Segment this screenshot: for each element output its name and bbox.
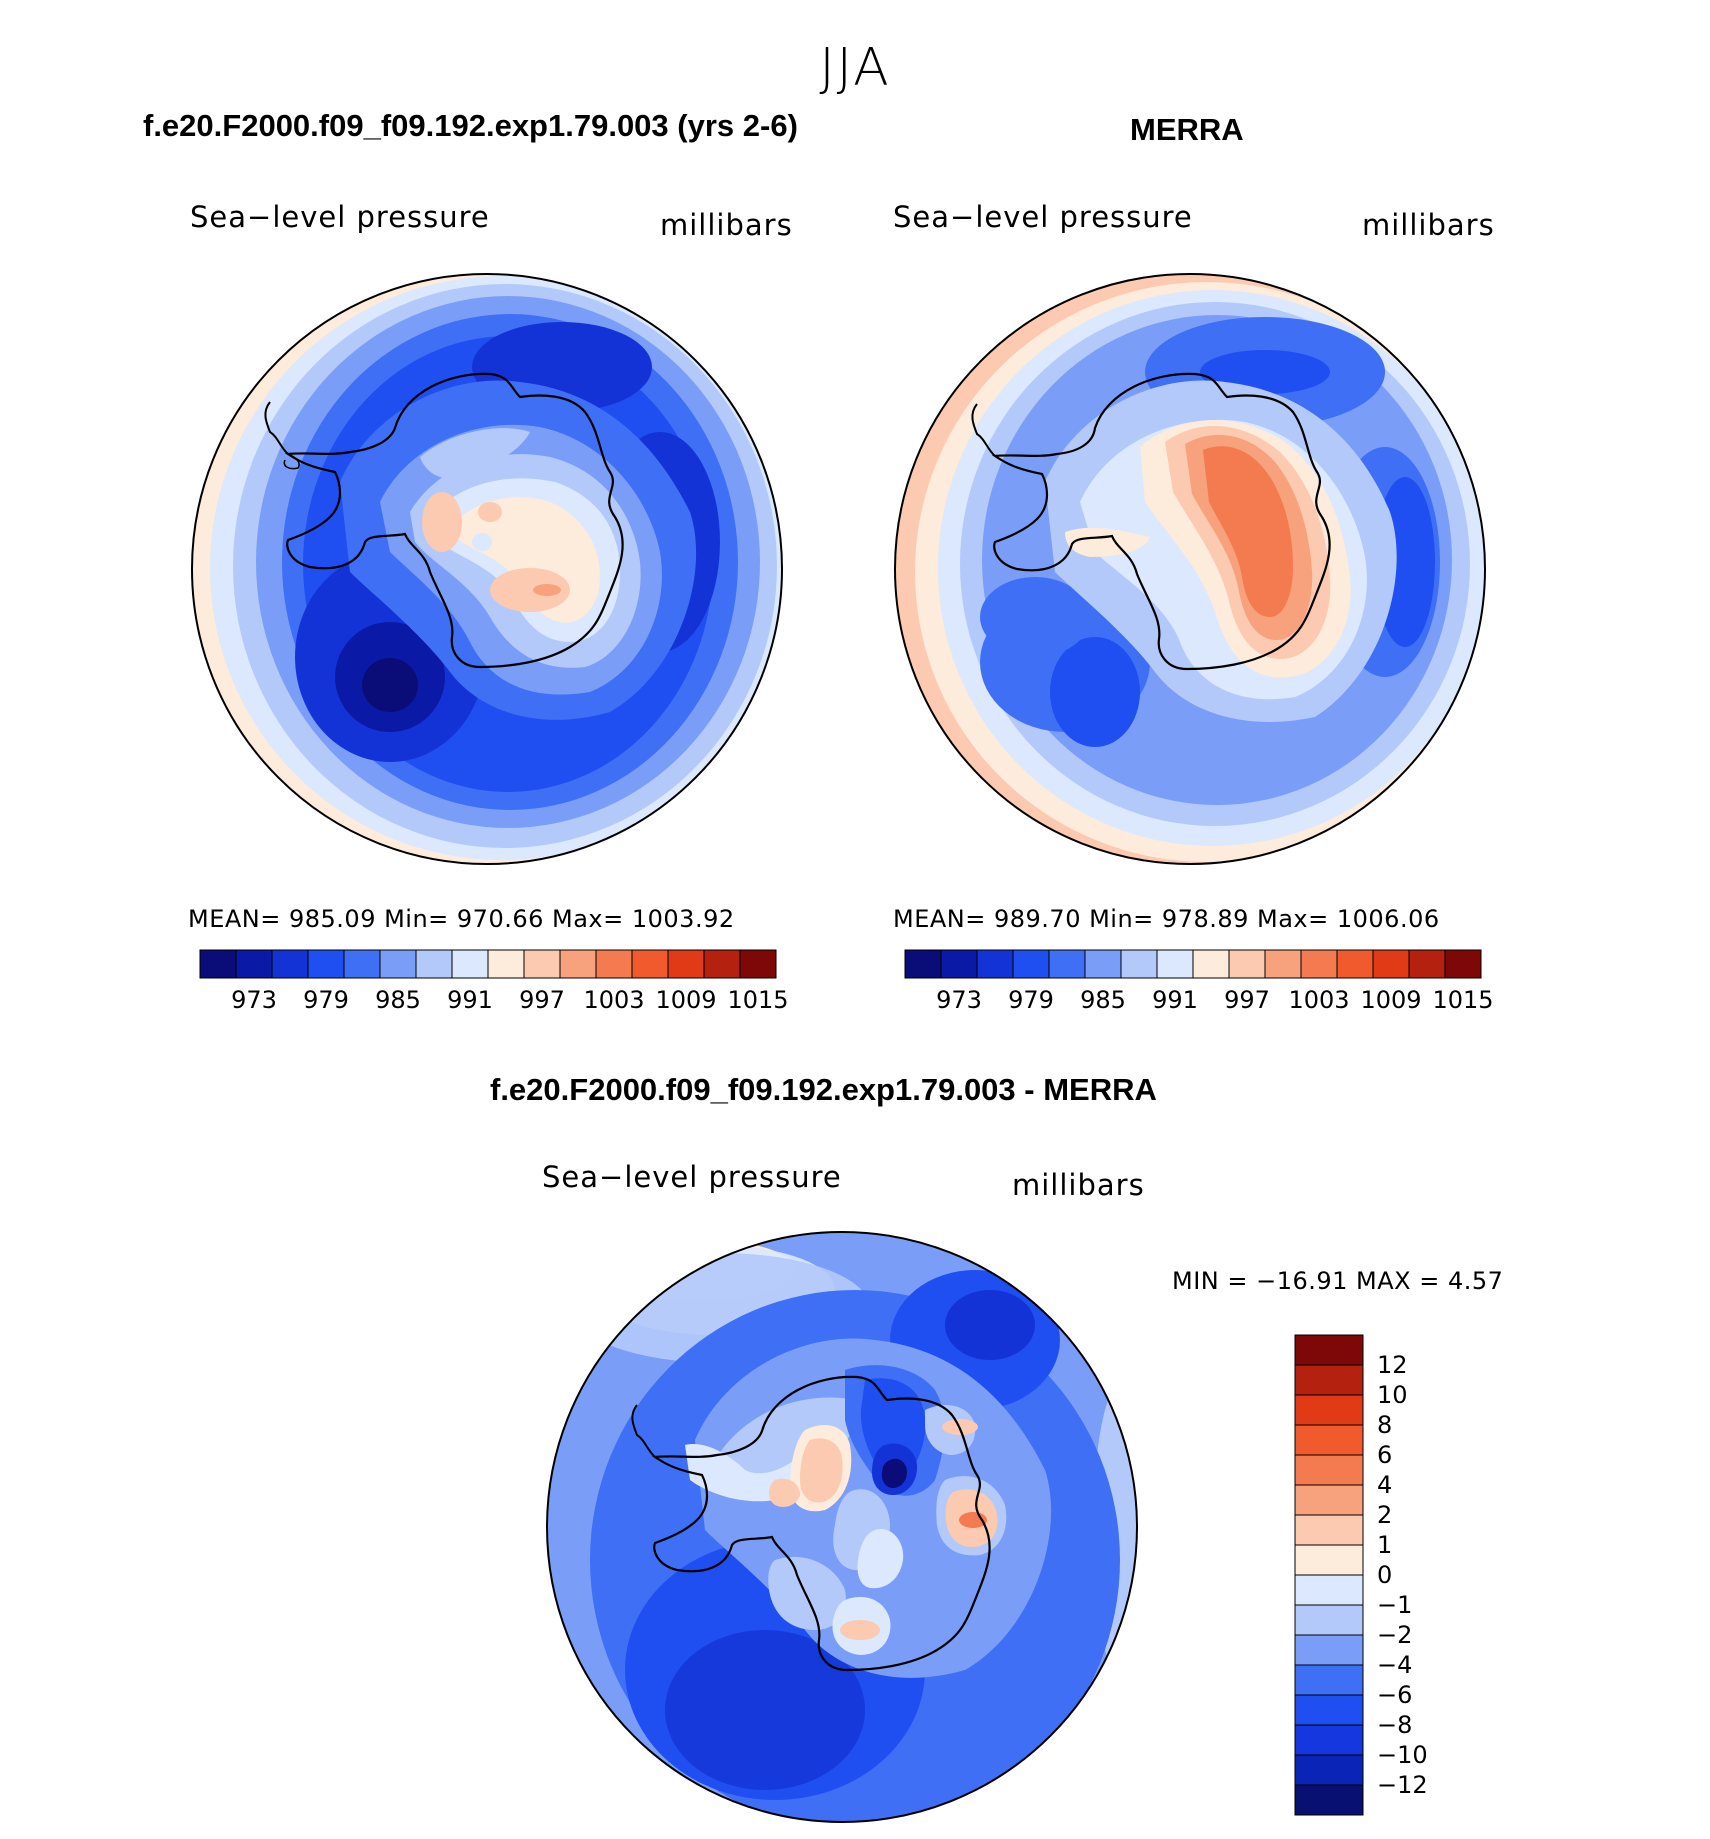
colorbar-swatch [739, 949, 777, 979]
colorbar-swatch [1294, 1334, 1364, 1366]
colorbar-swatch [1120, 949, 1158, 979]
colorbar-swatch [415, 949, 453, 979]
merra-units-label: millibars [1362, 208, 1495, 242]
colorbar-tick-label: 991 [1152, 986, 1198, 1014]
colorbar-swatch [343, 949, 381, 979]
colorbar-tick-label: 997 [1224, 986, 1270, 1014]
model-panel-header: f.e20.F2000.f09_f09.192.exp1.79.003 (yrs… [143, 108, 798, 143]
colorbar-tick-label: 1003 [1288, 986, 1350, 1014]
colorbar-swatch [451, 949, 489, 979]
colorbar-swatch [523, 949, 561, 979]
colorbar-tick-label: 973 [936, 986, 982, 1014]
colorbar-swatch [1300, 949, 1338, 979]
colorbar-swatch [307, 949, 345, 979]
colorbar-swatch [1294, 1544, 1364, 1576]
colorbar-swatch [1294, 1514, 1364, 1546]
colorbar-tick-label: −8 [1377, 1711, 1413, 1739]
colorbar-swatch [703, 949, 741, 979]
colorbar-swatch [1294, 1634, 1364, 1666]
colorbar-tick-label: 6 [1377, 1441, 1393, 1469]
colorbar-tick-label: 8 [1377, 1411, 1393, 1439]
colorbar-swatch [1294, 1574, 1364, 1606]
colorbar-tick-label: 991 [447, 986, 493, 1014]
colorbar-tick-label: 1015 [1432, 986, 1494, 1014]
colorbar-tick-label: 4 [1377, 1471, 1393, 1499]
colorbar-tick-label: 979 [303, 986, 349, 1014]
colorbar-swatch [1408, 949, 1446, 979]
colorbar-swatch [1264, 949, 1302, 979]
difference-variable-label: Sea−level pressure [542, 1160, 842, 1194]
colorbar-swatch [904, 949, 942, 979]
colorbar-swatch [1012, 949, 1050, 979]
colorbar-tick-label: 2 [1377, 1501, 1393, 1529]
colorbar-tick-label: −4 [1377, 1651, 1413, 1679]
model-stats: MEAN= 985.09 Min= 970.66 Max= 1003.92 [188, 905, 735, 933]
colorbar-tick-label: 10 [1377, 1381, 1408, 1409]
difference-colorbar [1294, 1334, 1364, 1816]
colorbar-swatch [1294, 1754, 1364, 1786]
colorbar-tick-label: −10 [1377, 1741, 1428, 1769]
colorbar-tick-label: −1 [1377, 1591, 1413, 1619]
model-variable-label: Sea−level pressure [190, 200, 490, 234]
merra-colorbar [904, 949, 1482, 979]
colorbar-swatch [1444, 949, 1482, 979]
colorbar-swatch [1294, 1484, 1364, 1516]
colorbar-tick-label: −12 [1377, 1771, 1428, 1799]
colorbar-swatch [667, 949, 705, 979]
colorbar-tick-label: 1009 [655, 986, 717, 1014]
colorbar-swatch [235, 949, 273, 979]
colorbar-swatch [1294, 1604, 1364, 1636]
colorbar-swatch [1294, 1424, 1364, 1456]
colorbar-swatch [1372, 949, 1410, 979]
colorbar-swatch [1156, 949, 1194, 979]
colorbar-swatch [1294, 1664, 1364, 1696]
difference-panel-header: f.e20.F2000.f09_f09.192.exp1.79.003 - ME… [490, 1072, 1157, 1107]
colorbar-swatch [1294, 1784, 1364, 1816]
colorbar-swatch [271, 949, 309, 979]
colorbar-tick-label: −2 [1377, 1621, 1413, 1649]
model-polar-map [191, 273, 783, 865]
model-colorbar [199, 949, 777, 979]
model-units-label: millibars [660, 208, 793, 242]
colorbar-swatch [559, 949, 597, 979]
colorbar-tick-label: 997 [519, 986, 565, 1014]
colorbar-tick-label: 985 [375, 986, 421, 1014]
colorbar-swatch [1192, 949, 1230, 979]
colorbar-swatch [199, 949, 237, 979]
colorbar-swatch [1294, 1724, 1364, 1756]
colorbar-tick-label: 0 [1377, 1561, 1393, 1589]
season-title: JJA [819, 38, 891, 98]
colorbar-swatch [1336, 949, 1374, 979]
colorbar-swatch [1294, 1454, 1364, 1486]
colorbar-tick-label: 1003 [583, 986, 645, 1014]
colorbar-swatch [1294, 1694, 1364, 1726]
colorbar-swatch [976, 949, 1014, 979]
colorbar-swatch [1228, 949, 1266, 979]
colorbar-swatch [1294, 1364, 1364, 1396]
colorbar-swatch [1048, 949, 1086, 979]
merra-panel-header: MERRA [1130, 112, 1244, 147]
colorbar-swatch [1294, 1394, 1364, 1426]
colorbar-swatch [379, 949, 417, 979]
colorbar-tick-label: −6 [1377, 1681, 1413, 1709]
colorbar-tick-label: 973 [231, 986, 277, 1014]
colorbar-tick-label: 985 [1080, 986, 1126, 1014]
colorbar-tick-label: 979 [1008, 986, 1054, 1014]
difference-stats: MIN = −16.91 MAX = 4.57 [1172, 1267, 1504, 1295]
colorbar-swatch [631, 949, 669, 979]
colorbar-swatch [1084, 949, 1122, 979]
colorbar-swatch [595, 949, 633, 979]
difference-units-label: millibars [1012, 1168, 1145, 1202]
merra-variable-label: Sea−level pressure [893, 200, 1193, 234]
merra-polar-map [894, 273, 1486, 865]
difference-polar-map [546, 1231, 1138, 1823]
colorbar-swatch [487, 949, 525, 979]
colorbar-tick-label: 1009 [1360, 986, 1422, 1014]
colorbar-tick-label: 12 [1377, 1351, 1408, 1379]
merra-stats: MEAN= 989.70 Min= 978.89 Max= 1006.06 [893, 905, 1440, 933]
colorbar-tick-label: 1 [1377, 1531, 1393, 1559]
colorbar-tick-label: 1015 [727, 986, 789, 1014]
colorbar-swatch [940, 949, 978, 979]
